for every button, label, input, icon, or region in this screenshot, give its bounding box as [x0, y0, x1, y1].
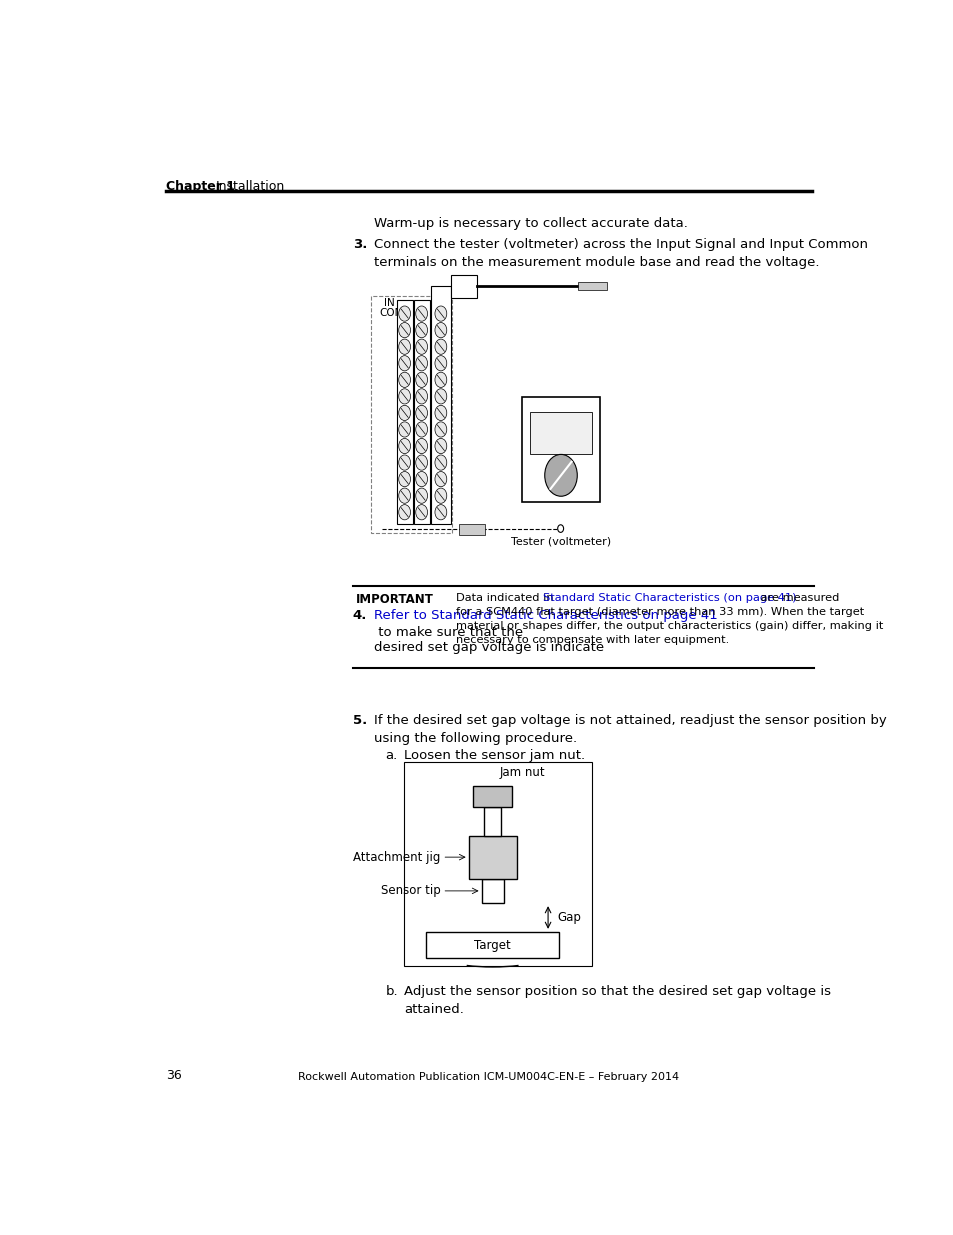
Circle shape	[435, 322, 446, 337]
Bar	[473, 787, 512, 808]
Circle shape	[416, 356, 427, 370]
Circle shape	[416, 322, 427, 337]
Circle shape	[398, 488, 410, 504]
Circle shape	[435, 356, 446, 370]
Text: 5.: 5.	[353, 714, 367, 727]
Text: Target: Target	[474, 939, 511, 952]
Circle shape	[398, 372, 410, 388]
Text: 3.: 3.	[353, 237, 367, 251]
Bar	[529, 411, 592, 454]
Text: Installation: Installation	[215, 179, 284, 193]
Text: Standard Static Characteristics (on page 41): Standard Static Characteristics (on page…	[542, 593, 796, 603]
Circle shape	[398, 422, 410, 437]
Text: to make sure that the: to make sure that the	[374, 626, 523, 638]
Text: for a SCM440 flat target (diameter more than 33 mm). When the target: for a SCM440 flat target (diameter more …	[456, 606, 863, 616]
Text: Loosen the sensor jam nut.: Loosen the sensor jam nut.	[403, 750, 584, 762]
Circle shape	[416, 405, 427, 421]
Text: material or shapes differ, the output characteristics (gain) differ, making it: material or shapes differ, the output ch…	[456, 621, 882, 631]
Circle shape	[435, 389, 446, 404]
Text: 4.: 4.	[353, 609, 367, 622]
Circle shape	[416, 306, 427, 321]
Text: Tester (voltmeter): Tester (voltmeter)	[511, 536, 611, 546]
Bar	[521, 398, 599, 501]
Circle shape	[544, 454, 577, 496]
Circle shape	[398, 405, 410, 421]
Circle shape	[398, 306, 410, 321]
Text: Attachment jig: Attachment jig	[354, 851, 440, 863]
Text: b.: b.	[385, 986, 397, 998]
Text: are measured: are measured	[757, 593, 839, 603]
Circle shape	[416, 488, 427, 504]
Circle shape	[416, 438, 427, 453]
Text: 36: 36	[166, 1070, 181, 1082]
Circle shape	[435, 438, 446, 453]
Circle shape	[398, 340, 410, 354]
Bar	[459, 524, 485, 535]
Circle shape	[435, 454, 446, 471]
Text: -10.000: -10.000	[535, 411, 587, 425]
Circle shape	[416, 472, 427, 487]
Circle shape	[435, 472, 446, 487]
Circle shape	[416, 340, 427, 354]
Circle shape	[435, 306, 446, 321]
Circle shape	[416, 505, 427, 520]
Text: Data indicated in: Data indicated in	[456, 593, 557, 603]
Bar	[430, 287, 451, 524]
Circle shape	[435, 372, 446, 388]
Text: a.: a.	[385, 750, 397, 762]
Bar	[468, 836, 517, 878]
Circle shape	[558, 525, 563, 532]
Text: desired set gap voltage is indicate: desired set gap voltage is indicate	[374, 641, 604, 653]
Text: COM: COM	[379, 308, 403, 317]
Bar	[396, 300, 413, 524]
Circle shape	[398, 322, 410, 337]
Circle shape	[416, 454, 427, 471]
Bar	[481, 878, 503, 903]
Circle shape	[416, 422, 427, 437]
Text: IMPORTANT: IMPORTANT	[355, 593, 434, 606]
Text: IN: IN	[383, 299, 395, 309]
Circle shape	[398, 454, 410, 471]
Circle shape	[398, 438, 410, 453]
Text: Jam nut: Jam nut	[499, 766, 545, 779]
Bar	[483, 808, 501, 836]
Text: If the desired set gap voltage is not attained, readjust the sensor position by
: If the desired set gap voltage is not at…	[374, 714, 886, 745]
Bar	[451, 274, 476, 299]
Circle shape	[398, 505, 410, 520]
Circle shape	[398, 356, 410, 370]
Circle shape	[435, 488, 446, 504]
Text: Connect the tester (voltmeter) across the Input Signal and Input Common
terminal: Connect the tester (voltmeter) across th…	[374, 237, 867, 268]
Bar	[426, 931, 558, 958]
Text: Refer to Standard Static Characteristics on page 41: Refer to Standard Static Characteristics…	[374, 609, 718, 622]
Circle shape	[435, 505, 446, 520]
Circle shape	[416, 372, 427, 388]
Bar	[403, 762, 592, 966]
Text: Sensor tip: Sensor tip	[380, 884, 440, 898]
Circle shape	[398, 389, 410, 404]
Text: Chapter 1: Chapter 1	[166, 179, 234, 193]
Circle shape	[435, 422, 446, 437]
Circle shape	[398, 472, 410, 487]
Text: Adjust the sensor position so that the desired set gap voltage is
attained.: Adjust the sensor position so that the d…	[403, 986, 830, 1016]
Bar	[413, 300, 430, 524]
Circle shape	[435, 340, 446, 354]
Text: necessary to compensate with later equipment.: necessary to compensate with later equip…	[456, 635, 728, 645]
Text: Rockwell Automation Publication ICM-UM004C-EN-E – February 2014: Rockwell Automation Publication ICM-UM00…	[298, 1072, 679, 1082]
Text: Warm-up is necessary to collect accurate data.: Warm-up is necessary to collect accurate…	[374, 216, 687, 230]
Bar	[577, 283, 607, 290]
Circle shape	[416, 389, 427, 404]
Circle shape	[435, 405, 446, 421]
Text: Gap: Gap	[557, 911, 580, 924]
